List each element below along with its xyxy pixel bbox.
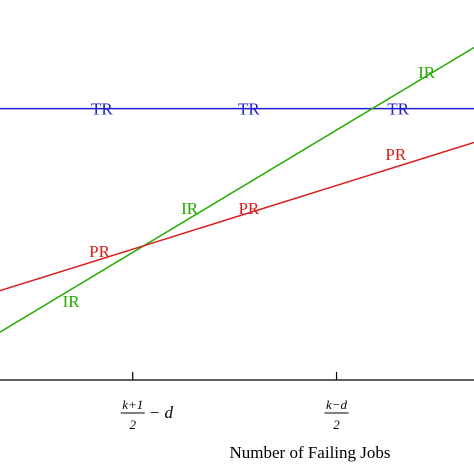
- series-label-tr: TR: [238, 100, 260, 119]
- series-label-layer: TR TR TR IR IR IR PR PR PR: [63, 63, 436, 311]
- x-tick-numerator: k−d: [326, 397, 348, 412]
- x-tick-layer: k+1 2 − d k−d 2: [120, 372, 349, 432]
- series-label-ir: IR: [181, 199, 199, 218]
- x-axis-label: Number of Failing Jobs: [229, 443, 390, 462]
- series-label-ir: IR: [418, 63, 436, 82]
- series-label-tr: TR: [387, 100, 409, 119]
- x-tick-denominator: 2: [333, 417, 340, 432]
- series-label-pr: PR: [89, 242, 110, 261]
- x-tick-denominator: 2: [129, 417, 136, 432]
- series-label-pr: PR: [385, 145, 406, 164]
- series-label-pr: PR: [238, 199, 259, 218]
- x-tick-suffix: − d: [149, 403, 174, 422]
- series-line-ir: [0, 46, 474, 333]
- x-tick-numerator: k+1: [122, 397, 143, 412]
- series-layer: [0, 46, 474, 333]
- series-label-tr: TR: [91, 100, 113, 119]
- series-label-ir: IR: [63, 292, 81, 311]
- series-line-pr: [0, 141, 474, 292]
